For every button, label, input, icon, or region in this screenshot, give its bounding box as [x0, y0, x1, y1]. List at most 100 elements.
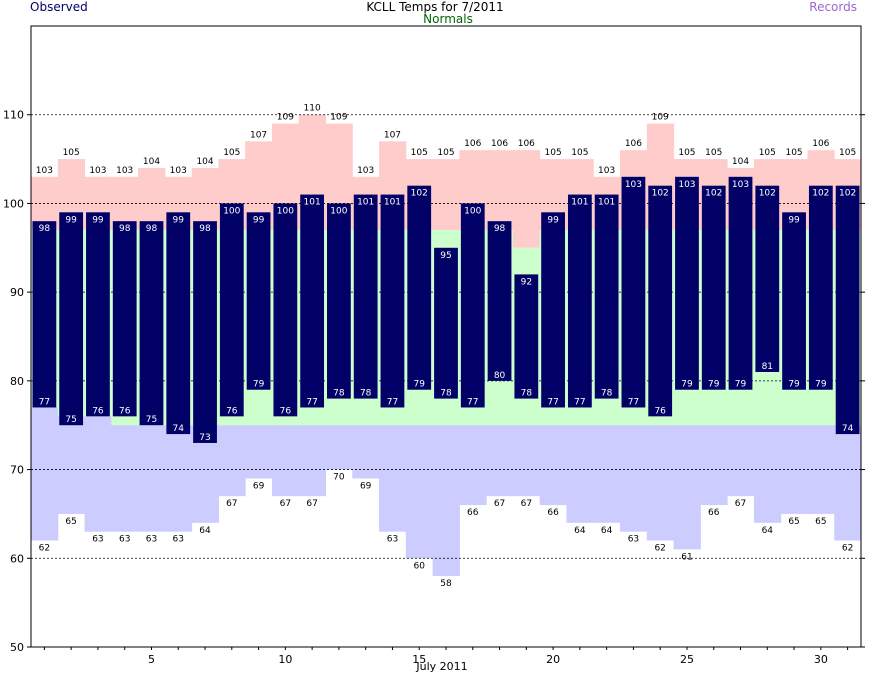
observed-low-label: 79 — [735, 380, 747, 390]
observed-bar — [728, 176, 753, 390]
observed-high-label: 101 — [571, 198, 588, 208]
record-high-label: 105 — [678, 148, 695, 158]
y-tick-label: 50 — [10, 641, 24, 654]
observed-low-label: 76 — [92, 406, 104, 416]
record-low-label: 62 — [654, 544, 665, 554]
y-tick-label: 80 — [10, 375, 24, 388]
record-low-band — [727, 425, 755, 497]
y-tick-label: 100 — [3, 197, 24, 210]
observed-low-label: 77 — [574, 397, 585, 407]
record-high-label: 104 — [143, 157, 160, 167]
observed-low-label: 74 — [173, 424, 185, 434]
x-axis-label: July 2011 — [416, 660, 468, 673]
record-high-label: 105 — [545, 148, 562, 158]
observed-bar — [675, 176, 699, 390]
record-low-band — [84, 416, 112, 532]
record-low-band — [111, 425, 139, 532]
record-high-band — [138, 167, 166, 231]
observed-low-label: 78 — [360, 389, 372, 399]
observed-low-label: 79 — [788, 380, 800, 390]
observed-high-label: 100 — [223, 206, 240, 216]
observed-low-label: 77 — [387, 397, 398, 407]
record-low-band — [834, 425, 862, 541]
record-low-label: 63 — [119, 535, 130, 545]
record-high-label: 103 — [598, 166, 615, 176]
record-high-label: 106 — [464, 139, 481, 149]
record-low-label: 69 — [253, 481, 265, 491]
record-low-band — [486, 425, 514, 497]
record-low-label: 67 — [735, 499, 746, 509]
observed-low-label: 76 — [119, 406, 131, 416]
observed-bar — [219, 203, 244, 417]
observed-low-label: 79 — [708, 380, 720, 390]
observed-low-label: 76 — [654, 406, 666, 416]
observed-bar — [621, 176, 646, 408]
observed-high-label: 98 — [146, 224, 158, 234]
observed-high-label: 99 — [253, 215, 265, 225]
x-tick-label: 10 — [278, 653, 292, 666]
observed-low-label: 73 — [199, 433, 210, 443]
observed-high-label: 99 — [92, 215, 104, 225]
observed-low-label: 78 — [333, 389, 345, 399]
observed-high-label: 99 — [65, 215, 77, 225]
observed-low-label: 81 — [762, 362, 773, 372]
y-tick-label: 70 — [10, 464, 24, 477]
observed-high-label: 98 — [119, 224, 131, 234]
observed-bar — [112, 221, 137, 417]
record-low-label: 63 — [173, 535, 184, 545]
observed-high-label: 103 — [625, 180, 642, 190]
record-high-band — [191, 167, 219, 231]
observed-bar — [434, 247, 458, 399]
x-tick-label: 25 — [680, 653, 694, 666]
record-low-band — [218, 425, 246, 497]
observed-bar — [86, 212, 110, 417]
observed-low-label: 79 — [815, 380, 827, 390]
record-low-band — [405, 425, 434, 559]
record-high-label: 106 — [812, 139, 829, 149]
record-high-label: 106 — [491, 139, 508, 149]
observed-bar — [460, 203, 485, 408]
record-low-band — [512, 425, 541, 497]
record-low-band — [57, 416, 86, 514]
record-high-band — [486, 150, 514, 231]
observed-low-label: 80 — [494, 371, 506, 381]
record-high-label: 107 — [250, 130, 267, 140]
y-tick-label: 60 — [10, 552, 24, 565]
record-low-band — [379, 425, 407, 532]
observed-high-label: 98 — [39, 224, 51, 234]
observed-bar — [166, 212, 191, 435]
record-high-label: 107 — [384, 130, 401, 140]
record-low-band — [31, 407, 59, 541]
observed-low-label: 79 — [413, 380, 425, 390]
observed-high-label: 100 — [330, 206, 347, 216]
y-tick-label: 110 — [3, 109, 24, 122]
record-high-label: 104 — [196, 157, 213, 167]
record-low-band — [138, 425, 166, 532]
record-low-band — [459, 425, 487, 506]
record-low-label: 67 — [306, 499, 317, 509]
record-low-label: 64 — [601, 526, 613, 536]
observed-low-label: 76 — [280, 406, 292, 416]
observed-high-label: 102 — [759, 189, 776, 199]
observed-bar — [487, 221, 512, 381]
record-high-label: 105 — [839, 148, 856, 158]
observed-bar — [835, 185, 860, 435]
observed-high-label: 101 — [357, 198, 374, 208]
observed-low-label: 77 — [306, 397, 317, 407]
observed-high-label: 103 — [678, 180, 695, 190]
record-low-band — [566, 425, 594, 523]
record-low-label: 63 — [92, 535, 103, 545]
observed-high-label: 99 — [547, 215, 559, 225]
record-low-label: 63 — [146, 535, 157, 545]
observed-high-label: 98 — [199, 224, 211, 234]
record-high-label: 103 — [357, 166, 374, 176]
observed-bar — [300, 194, 325, 408]
record-high-label: 105 — [759, 148, 776, 158]
observed-bar — [32, 221, 57, 408]
observed-low-label: 77 — [547, 397, 558, 407]
observed-bar — [139, 221, 164, 426]
record-low-band — [352, 425, 380, 479]
x-tick-label: 5 — [148, 653, 155, 666]
record-low-band — [245, 425, 273, 479]
